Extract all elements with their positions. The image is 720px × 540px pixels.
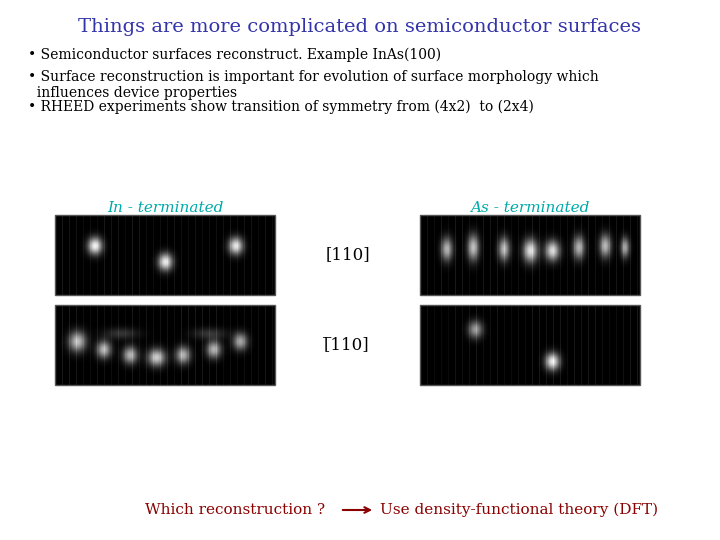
Text: • RHEED experiments show transition of symmetry from (4x2)  to (2x4): • RHEED experiments show transition of s… bbox=[28, 100, 534, 114]
Bar bbox=[55, 305, 275, 385]
Text: • Semiconductor surfaces reconstruct. Example InAs(100): • Semiconductor surfaces reconstruct. Ex… bbox=[28, 48, 441, 63]
Bar bbox=[420, 305, 640, 385]
Text: Things are more complicated on semiconductor surfaces: Things are more complicated on semicondu… bbox=[78, 18, 642, 36]
Text: As - terminated: As - terminated bbox=[470, 201, 590, 215]
Text: Which reconstruction ?: Which reconstruction ? bbox=[145, 503, 325, 517]
Text: • Surface reconstruction is important for evolution of surface morphology which
: • Surface reconstruction is important fo… bbox=[28, 70, 599, 100]
Text: In - terminated: In - terminated bbox=[107, 201, 223, 215]
Bar bbox=[420, 215, 640, 295]
Text: [110]: [110] bbox=[325, 246, 370, 264]
Text: Use density-functional theory (DFT): Use density-functional theory (DFT) bbox=[380, 503, 658, 517]
Text: [̅110]: [̅110] bbox=[325, 336, 370, 354]
Bar bbox=[55, 215, 275, 295]
